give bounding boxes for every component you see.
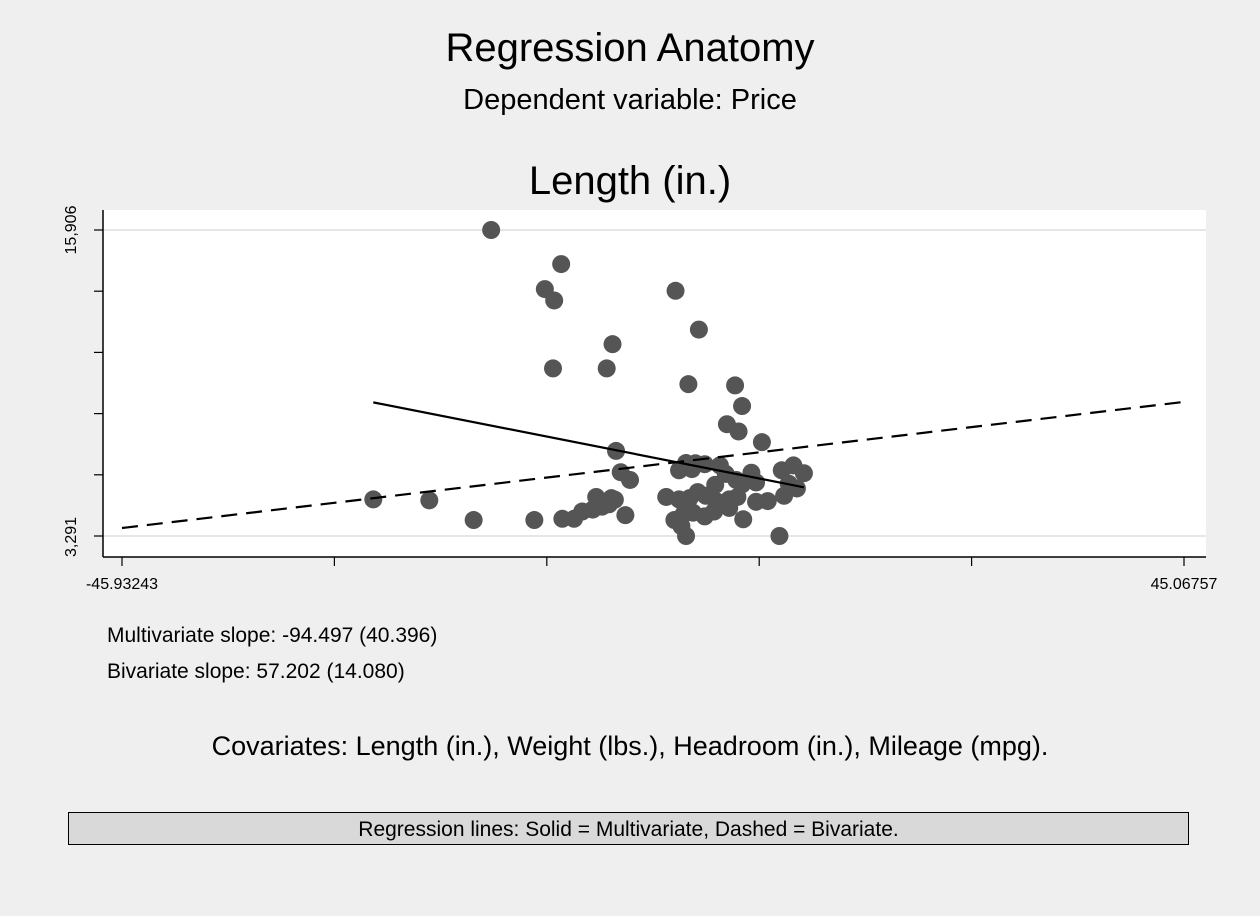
- multivariate-slope: Multivariate slope: -94.497 (40.396): [107, 624, 438, 647]
- data-point-27: [794, 464, 813, 483]
- data-point-13: [729, 422, 748, 441]
- y-tick-label-min: 3,291: [63, 517, 80, 557]
- data-point-3: [545, 291, 564, 310]
- data-point-6: [603, 335, 622, 354]
- bivariate-regression-line: [121, 400, 1185, 530]
- data-point-50: [775, 486, 794, 505]
- scatter-points: [364, 221, 813, 545]
- data-point-69: [677, 527, 696, 545]
- bivariate-slope: Bivariate slope: 57.202 (14.080): [107, 660, 405, 683]
- legend-note: Regression lines: Solid = Multivariate, …: [68, 812, 1189, 845]
- data-point-68: [770, 527, 789, 545]
- covariates-note: Covariates: Length (in.), Weight (lbs.),…: [211, 731, 1049, 761]
- data-point-9: [679, 375, 698, 394]
- data-point-65: [720, 498, 739, 517]
- page-title: Regression Anatomy: [445, 26, 815, 70]
- data-point-5: [689, 320, 708, 339]
- x-tick-label-max: 45.06757: [1151, 576, 1218, 593]
- data-point-28: [621, 470, 640, 489]
- multivariate-regression-line: [373, 401, 805, 489]
- data-point-1: [552, 255, 571, 274]
- data-point-58: [600, 495, 619, 514]
- page-subtitle: Dependent variable: Price: [463, 84, 797, 116]
- x-tick-label-min: -45.93243: [86, 576, 158, 593]
- data-point-51: [464, 511, 483, 530]
- axes: [102, 210, 1206, 558]
- data-point-11: [733, 397, 752, 416]
- data-point-59: [616, 506, 635, 525]
- scatter-chart: -45.93243 45.06757 3,291 15,906: [63, 205, 1218, 593]
- data-point-21: [682, 460, 701, 479]
- data-point-64: [705, 502, 724, 521]
- data-point-10: [726, 376, 745, 395]
- data-point-14: [752, 433, 771, 452]
- plot-area: [103, 210, 1206, 557]
- gridlines: [103, 229, 1206, 537]
- data-point-8: [597, 359, 616, 378]
- chart-title: Length (in.): [528, 159, 732, 203]
- data-point-4: [666, 281, 685, 300]
- data-point-52: [525, 511, 544, 530]
- data-point-0: [482, 221, 501, 239]
- y-tick-label-max: 15,906: [63, 205, 80, 254]
- data-point-49: [758, 492, 777, 511]
- data-point-36: [420, 491, 439, 510]
- data-point-7: [544, 359, 563, 378]
- ticks: [94, 229, 1185, 566]
- data-point-66: [734, 510, 753, 529]
- data-point-35: [364, 490, 383, 509]
- regression-lines: [121, 400, 1185, 530]
